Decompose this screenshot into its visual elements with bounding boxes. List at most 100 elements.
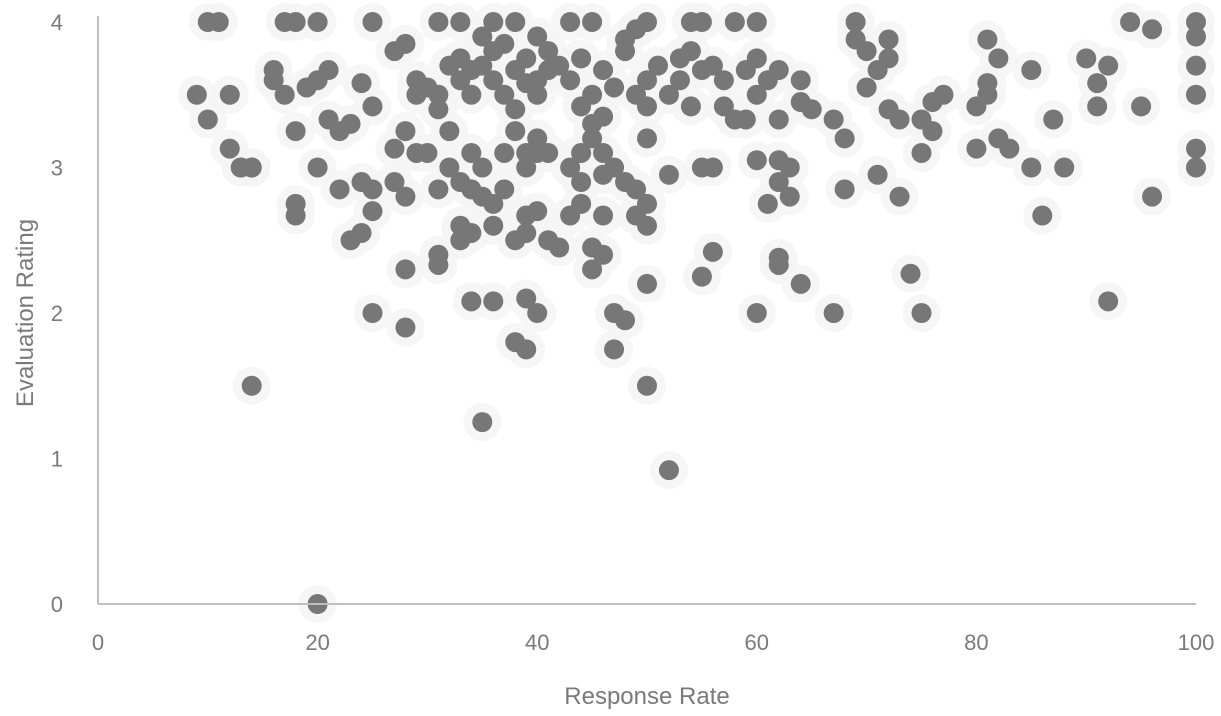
data-point [560,157,581,178]
data-point [461,222,482,243]
x-tick-label: 20 [305,630,329,655]
data-point [285,205,306,226]
x-tick-label: 60 [745,630,769,655]
data-point [1076,48,1097,69]
data-point [527,26,548,47]
data-point [494,179,515,200]
data-point [669,70,690,91]
data-point [395,259,416,280]
data-point [516,157,537,178]
data-point [1186,157,1206,178]
data-point [637,273,657,294]
data-point [724,12,745,32]
data-point [219,84,240,105]
data-point [527,303,548,323]
data-point [856,41,877,62]
data-point [1098,291,1119,312]
data-point [757,193,778,214]
data-point [768,247,789,268]
data-point [900,263,921,284]
x-tick-labels: 0 20 40 60 80 100 [92,630,1214,655]
y-tick-label: 3 [51,156,63,181]
data-point [582,128,603,149]
data-point [285,12,306,32]
data-point [593,142,614,163]
data-point [428,244,449,265]
data-point [680,96,701,117]
data-point [362,96,383,117]
data-point [219,138,240,159]
data-point [911,142,932,163]
data-point [1098,55,1119,76]
data-point [1186,138,1206,159]
data-point [505,99,526,120]
data-point [362,303,383,323]
data-point [1131,96,1152,117]
data-point [582,259,603,280]
data-point [483,291,504,312]
data-point [538,41,559,62]
data-points [186,12,1206,614]
data-point [637,215,657,236]
data-point [472,186,493,207]
data-point [593,106,614,127]
data-point [658,460,679,481]
data-point [702,157,723,178]
data-point [615,29,636,50]
data-point [604,157,625,178]
y-tick-label: 0 [51,592,63,617]
data-point [362,12,383,32]
data-point [1054,157,1075,178]
data-point [241,157,262,178]
data-point [571,193,592,214]
data-point [823,109,844,130]
data-point [1142,19,1163,40]
data-point [768,172,789,193]
data-point [560,12,581,32]
data-point [483,12,504,32]
data-point [395,186,416,207]
data-point [428,179,449,200]
data-point [527,128,548,149]
data-point [1087,73,1108,94]
data-point [549,55,570,76]
data-point [263,60,284,81]
data-point [1021,60,1042,81]
data-point [384,172,405,193]
data-point [571,48,592,69]
y-tick-label: 1 [51,447,63,472]
data-point [450,12,471,32]
data-point [1186,55,1206,76]
data-point [1186,26,1206,47]
data-point [384,138,405,159]
data-point [516,288,537,309]
data-point [988,48,1009,69]
data-point [889,186,910,207]
data-point [933,84,954,105]
data-point [713,70,734,91]
data-point [658,164,679,185]
data-point [680,41,701,62]
data-point [582,12,603,32]
data-point [483,215,504,236]
data-point [472,157,493,178]
data-point [637,375,657,396]
data-point [340,113,361,134]
data-point [637,193,657,214]
data-point [472,55,493,76]
data-point [285,121,306,142]
data-point [307,12,328,32]
data-point [637,96,657,117]
data-point [801,99,822,120]
y-tick-label: 2 [51,301,63,326]
data-point [768,60,789,81]
data-point [1142,186,1163,207]
data-point [395,121,416,142]
y-axis-title: Evaluation Rating [12,219,39,407]
data-point [483,70,504,91]
data-point [494,84,515,105]
data-point [604,339,625,360]
data-point [274,84,295,105]
data-point [571,172,592,193]
